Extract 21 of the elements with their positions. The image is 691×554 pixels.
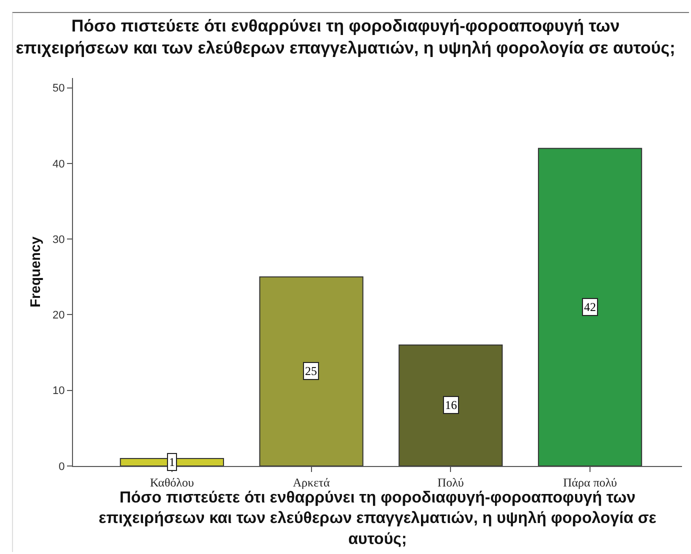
data-label: 16 <box>445 398 457 412</box>
x-tick-label: Πολύ <box>438 475 464 490</box>
bar <box>259 276 364 466</box>
bar <box>538 148 642 466</box>
bar <box>398 344 503 466</box>
y-axis-title: Frequency <box>27 236 44 308</box>
x-tick-label: Πάρα πολύ <box>563 475 617 490</box>
y-tick-label: 0 <box>58 460 65 473</box>
chart-title: Πόσο πιστεύετε ότι ενθαρρύνει τη φοροδιαφυγή-φοροαποφυγή των επιχειρήσεων και των ελεύθερων επαγγελματιών, η υψηλή φορολογία σε αυτούς; <box>16 16 676 58</box>
y-tick-label: 30 <box>52 234 65 246</box>
x-axis-title: Πόσο πιστεύετε ότι ενθαρρύνει τη φοροδιαφυγή-φοροαποφυγή των επιχειρήσεων και των ελεύθερων επαγγελματιών, η υψηλή φορολογία σε αυτούς; <box>98 489 657 548</box>
y-tick-label: 10 <box>52 385 65 398</box>
data-label: 1 <box>169 455 175 469</box>
x-tick-label: Αρκετά <box>292 475 330 490</box>
bar <box>120 458 224 466</box>
y-tick-label: 20 <box>52 310 65 322</box>
x-tick-label: Καθόλου <box>150 475 194 490</box>
data-label: 42 <box>584 300 596 314</box>
y-tick-label: 40 <box>52 158 65 170</box>
y-tick-label: 50 <box>52 82 65 95</box>
data-label: 25 <box>305 364 317 378</box>
